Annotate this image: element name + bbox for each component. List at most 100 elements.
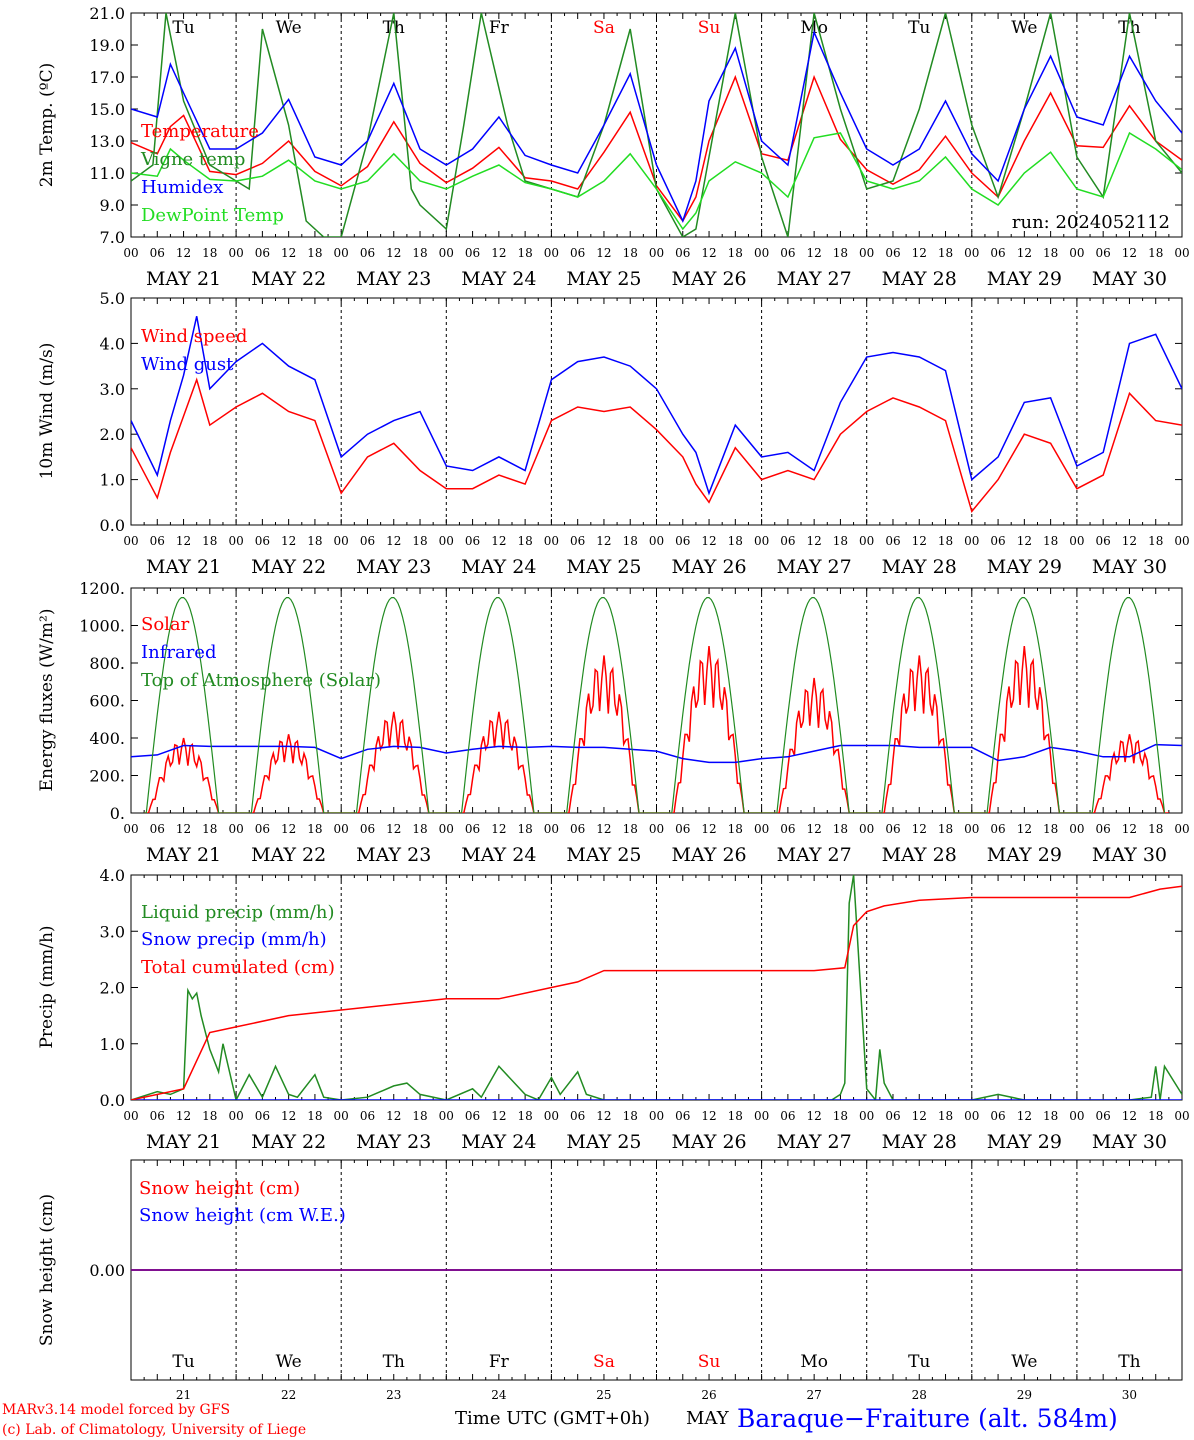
series-line bbox=[131, 377, 1182, 513]
hour-tick-label: 18 bbox=[412, 1109, 427, 1123]
hour-tick-label: 18 bbox=[938, 534, 953, 548]
date-label: MAY 21 bbox=[146, 1131, 221, 1153]
hour-tick-label: 00 bbox=[228, 534, 243, 548]
hour-tick-label: 18 bbox=[307, 822, 322, 836]
date-label: MAY 26 bbox=[671, 844, 746, 866]
hour-tick-label: 18 bbox=[1043, 822, 1058, 836]
hour-tick-label: 00 bbox=[649, 1109, 664, 1123]
hour-tick-label: 18 bbox=[1043, 246, 1058, 260]
hour-tick-label: 12 bbox=[807, 1109, 822, 1123]
hour-tick-label: 12 bbox=[596, 246, 611, 260]
hour-tick-label: 12 bbox=[1017, 1109, 1032, 1123]
day-number-label: 23 bbox=[386, 1388, 401, 1402]
hour-tick-label: 18 bbox=[307, 1109, 322, 1123]
weekday-label: Fr bbox=[489, 1352, 510, 1372]
y-tick-label: 4.0 bbox=[100, 334, 125, 353]
y-axis-label: 10m Wind (m/s) bbox=[37, 343, 57, 480]
hour-tick-label: 12 bbox=[491, 822, 506, 836]
day-number-label: 22 bbox=[281, 1388, 296, 1402]
day-number-label: 21 bbox=[176, 1388, 191, 1402]
hour-tick-label: 00 bbox=[123, 246, 138, 260]
legend-entry: Top of Atmosphere (Solar) bbox=[141, 670, 381, 691]
hour-tick-label: 06 bbox=[885, 822, 900, 836]
day-number-label: 30 bbox=[1122, 1388, 1137, 1402]
y-tick-label: 800. bbox=[89, 654, 125, 673]
hour-tick-label: 12 bbox=[912, 822, 927, 836]
hour-tick-label: 12 bbox=[807, 246, 822, 260]
date-label: MAY 25 bbox=[566, 556, 641, 578]
y-tick-label: 15.0 bbox=[89, 100, 125, 119]
legend-entry: Temperature bbox=[141, 121, 259, 142]
hour-tick-label: 06 bbox=[675, 822, 690, 836]
month-label: MAY bbox=[686, 1408, 730, 1429]
date-label: MAY 30 bbox=[1092, 844, 1167, 866]
y-tick-label: 2.0 bbox=[100, 425, 125, 444]
date-label: MAY 24 bbox=[461, 844, 536, 866]
hour-tick-label: 06 bbox=[570, 534, 585, 548]
hour-tick-label: 06 bbox=[465, 534, 480, 548]
run-annotation: run: 2024052112 bbox=[1012, 212, 1170, 233]
hour-tick-label: 06 bbox=[150, 1109, 165, 1123]
hour-tick-label: 18 bbox=[623, 1109, 638, 1123]
hour-tick-label: 18 bbox=[728, 534, 743, 548]
date-label: MAY 26 bbox=[671, 556, 746, 578]
hour-tick-label: 06 bbox=[570, 822, 585, 836]
hour-tick-label: 00 bbox=[439, 534, 454, 548]
panel-2: 0.0 1.0 2.0 3.0 4.0 5.0 10m Wind (m/s) 00 06 12 18… bbox=[37, 289, 1190, 578]
y-tick-label: 1000. bbox=[79, 617, 125, 636]
date-label: MAY 27 bbox=[777, 556, 852, 578]
hour-tick-label: 00 bbox=[123, 822, 138, 836]
series-line bbox=[144, 597, 1166, 813]
hour-tick-label: 06 bbox=[150, 246, 165, 260]
y-tick-label: 200. bbox=[89, 767, 125, 786]
hour-tick-label: 00 bbox=[334, 534, 349, 548]
date-label: MAY 27 bbox=[777, 268, 852, 290]
hour-tick-label: 12 bbox=[281, 534, 296, 548]
hour-tick-label: 00 bbox=[439, 822, 454, 836]
hour-tick-label: 12 bbox=[1017, 534, 1032, 548]
hour-tick-label: 18 bbox=[202, 822, 217, 836]
y-tick-label: 7.0 bbox=[100, 228, 125, 247]
series-line bbox=[131, 743, 1182, 764]
legend-entry: Snow precip (mm/h) bbox=[141, 929, 327, 950]
y-tick-label: 13.0 bbox=[89, 132, 125, 151]
y-axis-label: 2m Temp. (ºC) bbox=[37, 63, 57, 188]
series-line bbox=[131, 29, 1182, 224]
hour-tick-label: 00 bbox=[649, 534, 664, 548]
hour-tick-label: 06 bbox=[465, 246, 480, 260]
hour-tick-label: 18 bbox=[1148, 534, 1163, 548]
hour-tick-label: 06 bbox=[885, 246, 900, 260]
date-label: MAY 28 bbox=[882, 556, 957, 578]
hour-tick-label: 12 bbox=[281, 1109, 296, 1123]
panel-5: 0.00 Snow height (cm) Tu We Th Fr Sa Su Mo Tu We Th… bbox=[37, 1159, 1183, 1402]
weekday-label: Mo bbox=[800, 18, 828, 38]
weekday-label: Su bbox=[698, 18, 721, 38]
legend-entry: Infrared bbox=[141, 642, 216, 663]
hour-tick-label: 12 bbox=[807, 822, 822, 836]
hour-tick-label: 06 bbox=[780, 1109, 795, 1123]
date-label: MAY 23 bbox=[356, 556, 431, 578]
date-label: MAY 24 bbox=[461, 268, 536, 290]
date-label: MAY 24 bbox=[461, 556, 536, 578]
weekday-label: Su bbox=[698, 1352, 721, 1372]
hour-tick-label: 18 bbox=[202, 246, 217, 260]
hour-tick-label: 18 bbox=[517, 534, 532, 548]
hour-tick-label: 12 bbox=[1122, 534, 1137, 548]
weekday-label: We bbox=[276, 1352, 302, 1372]
hour-tick-label: 18 bbox=[202, 1109, 217, 1123]
y-tick-label: 0.0 bbox=[100, 516, 125, 535]
hour-tick-label: 00 bbox=[649, 246, 664, 260]
hour-tick-label: 12 bbox=[1122, 822, 1137, 836]
weekday-label: Fr bbox=[489, 18, 510, 38]
y-tick-label: 11.0 bbox=[89, 164, 125, 183]
hour-tick-label: 00 bbox=[123, 534, 138, 548]
hour-tick-label: 12 bbox=[912, 246, 927, 260]
y-tick-label: 4.0 bbox=[100, 866, 125, 885]
hour-tick-label: 12 bbox=[1017, 822, 1032, 836]
date-label: MAY 27 bbox=[777, 1131, 852, 1153]
hour-tick-label: 18 bbox=[517, 246, 532, 260]
hour-tick-label: 06 bbox=[1096, 822, 1111, 836]
hour-tick-label: 12 bbox=[701, 1109, 716, 1123]
series-group bbox=[131, 316, 1182, 513]
date-label: MAY 22 bbox=[251, 844, 326, 866]
